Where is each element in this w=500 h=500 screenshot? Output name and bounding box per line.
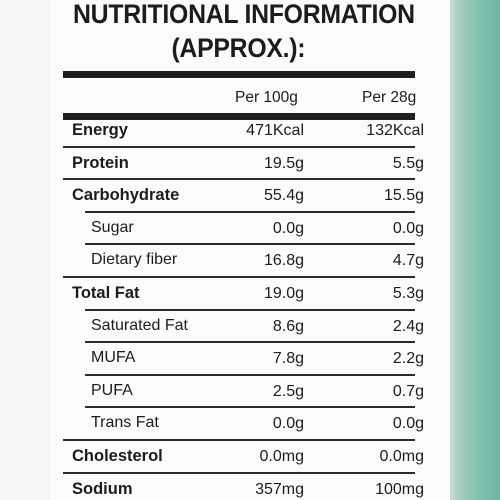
row-divider	[63, 471, 415, 474]
value-per-100g-protein: 19.5g	[263, 154, 304, 172]
row-label-protein: Protein	[72, 153, 129, 172]
row-divider	[85, 373, 415, 376]
title-rule	[63, 71, 415, 78]
value-per-28g-sodium: 100mg	[375, 480, 424, 498]
row-divider	[85, 243, 415, 246]
row-label-total-fat: Total Fat	[72, 284, 140, 302]
row-divider	[63, 178, 415, 181]
value-per-100g-energy: 471Kcal	[246, 122, 304, 139]
package-edge	[440, 0, 500, 500]
row-divider	[85, 308, 415, 311]
row-label-trans-fat: Trans Fat	[91, 414, 159, 432]
value-per-28g-pufa: 0.7g	[392, 382, 424, 400]
value-per-28g-dietary-fiber: 4.7g	[392, 252, 424, 270]
value-per-100g-sugar: 0.0g	[272, 219, 304, 237]
value-per-28g-energy: 132Kcal	[366, 122, 424, 139]
value-per-100g-sodium: 357mg	[255, 480, 304, 498]
title-line-2: (APPROX.):	[171, 33, 306, 63]
row-divider	[85, 341, 415, 344]
value-per-28g-sugar: 0.0g	[392, 219, 424, 237]
row-label-dietary-fiber: Dietary fiber	[91, 251, 178, 269]
row-divider	[63, 439, 415, 441]
value-per-100g-trans-fat: 0.0g	[272, 415, 304, 433]
value-per-100g-saturated-fat: 8.6g	[272, 317, 304, 335]
row-label-cholesterol: Cholesterol	[72, 447, 163, 465]
value-per-100g-mufa: 7.8g	[272, 350, 304, 368]
header-rule	[63, 113, 415, 120]
column-header-per-28g: Per 28g	[362, 89, 417, 106]
row-label-sugar: Sugar	[91, 218, 134, 236]
value-per-28g-trans-fat: 0.0g	[392, 415, 424, 433]
row-divider	[63, 276, 415, 278]
row-label-carbohydrate: Carbohydrate	[72, 186, 180, 205]
value-per-28g-mufa: 2.2g	[392, 350, 424, 368]
title-line-1: NUTRITIONAL INFORMATION	[73, 0, 415, 29]
label-panel	[50, 0, 450, 500]
nutrition-title: NUTRITIONAL INFORMATION (APPROX.):	[73, 0, 415, 65]
value-per-28g-carbohydrate: 15.5g	[383, 187, 424, 205]
value-per-100g-pufa: 2.5g	[272, 382, 304, 400]
value-per-28g-saturated-fat: 2.4g	[392, 317, 424, 335]
row-divider	[85, 210, 415, 213]
value-per-100g-cholesterol: 0.0mg	[259, 448, 304, 465]
value-per-100g-dietary-fiber: 16.8g	[263, 252, 304, 270]
value-per-100g-carbohydrate: 55.4g	[263, 187, 304, 205]
row-divider	[63, 145, 415, 148]
row-label-sodium: Sodium	[72, 479, 133, 498]
value-per-100g-total-fat: 19.0g	[263, 285, 304, 302]
row-label-pufa: PUFA	[91, 381, 133, 399]
row-label-mufa: MUFA	[91, 349, 136, 367]
row-divider	[85, 406, 415, 409]
value-per-28g-protein: 5.5g	[392, 154, 424, 172]
row-label-energy: Energy	[72, 121, 128, 139]
value-per-28g-total-fat: 5.3g	[392, 285, 424, 302]
column-header-per-100g: Per 100g	[235, 89, 298, 106]
row-label-saturated-fat: Saturated Fat	[91, 316, 188, 334]
value-per-28g-cholesterol: 0.0mg	[379, 448, 424, 465]
